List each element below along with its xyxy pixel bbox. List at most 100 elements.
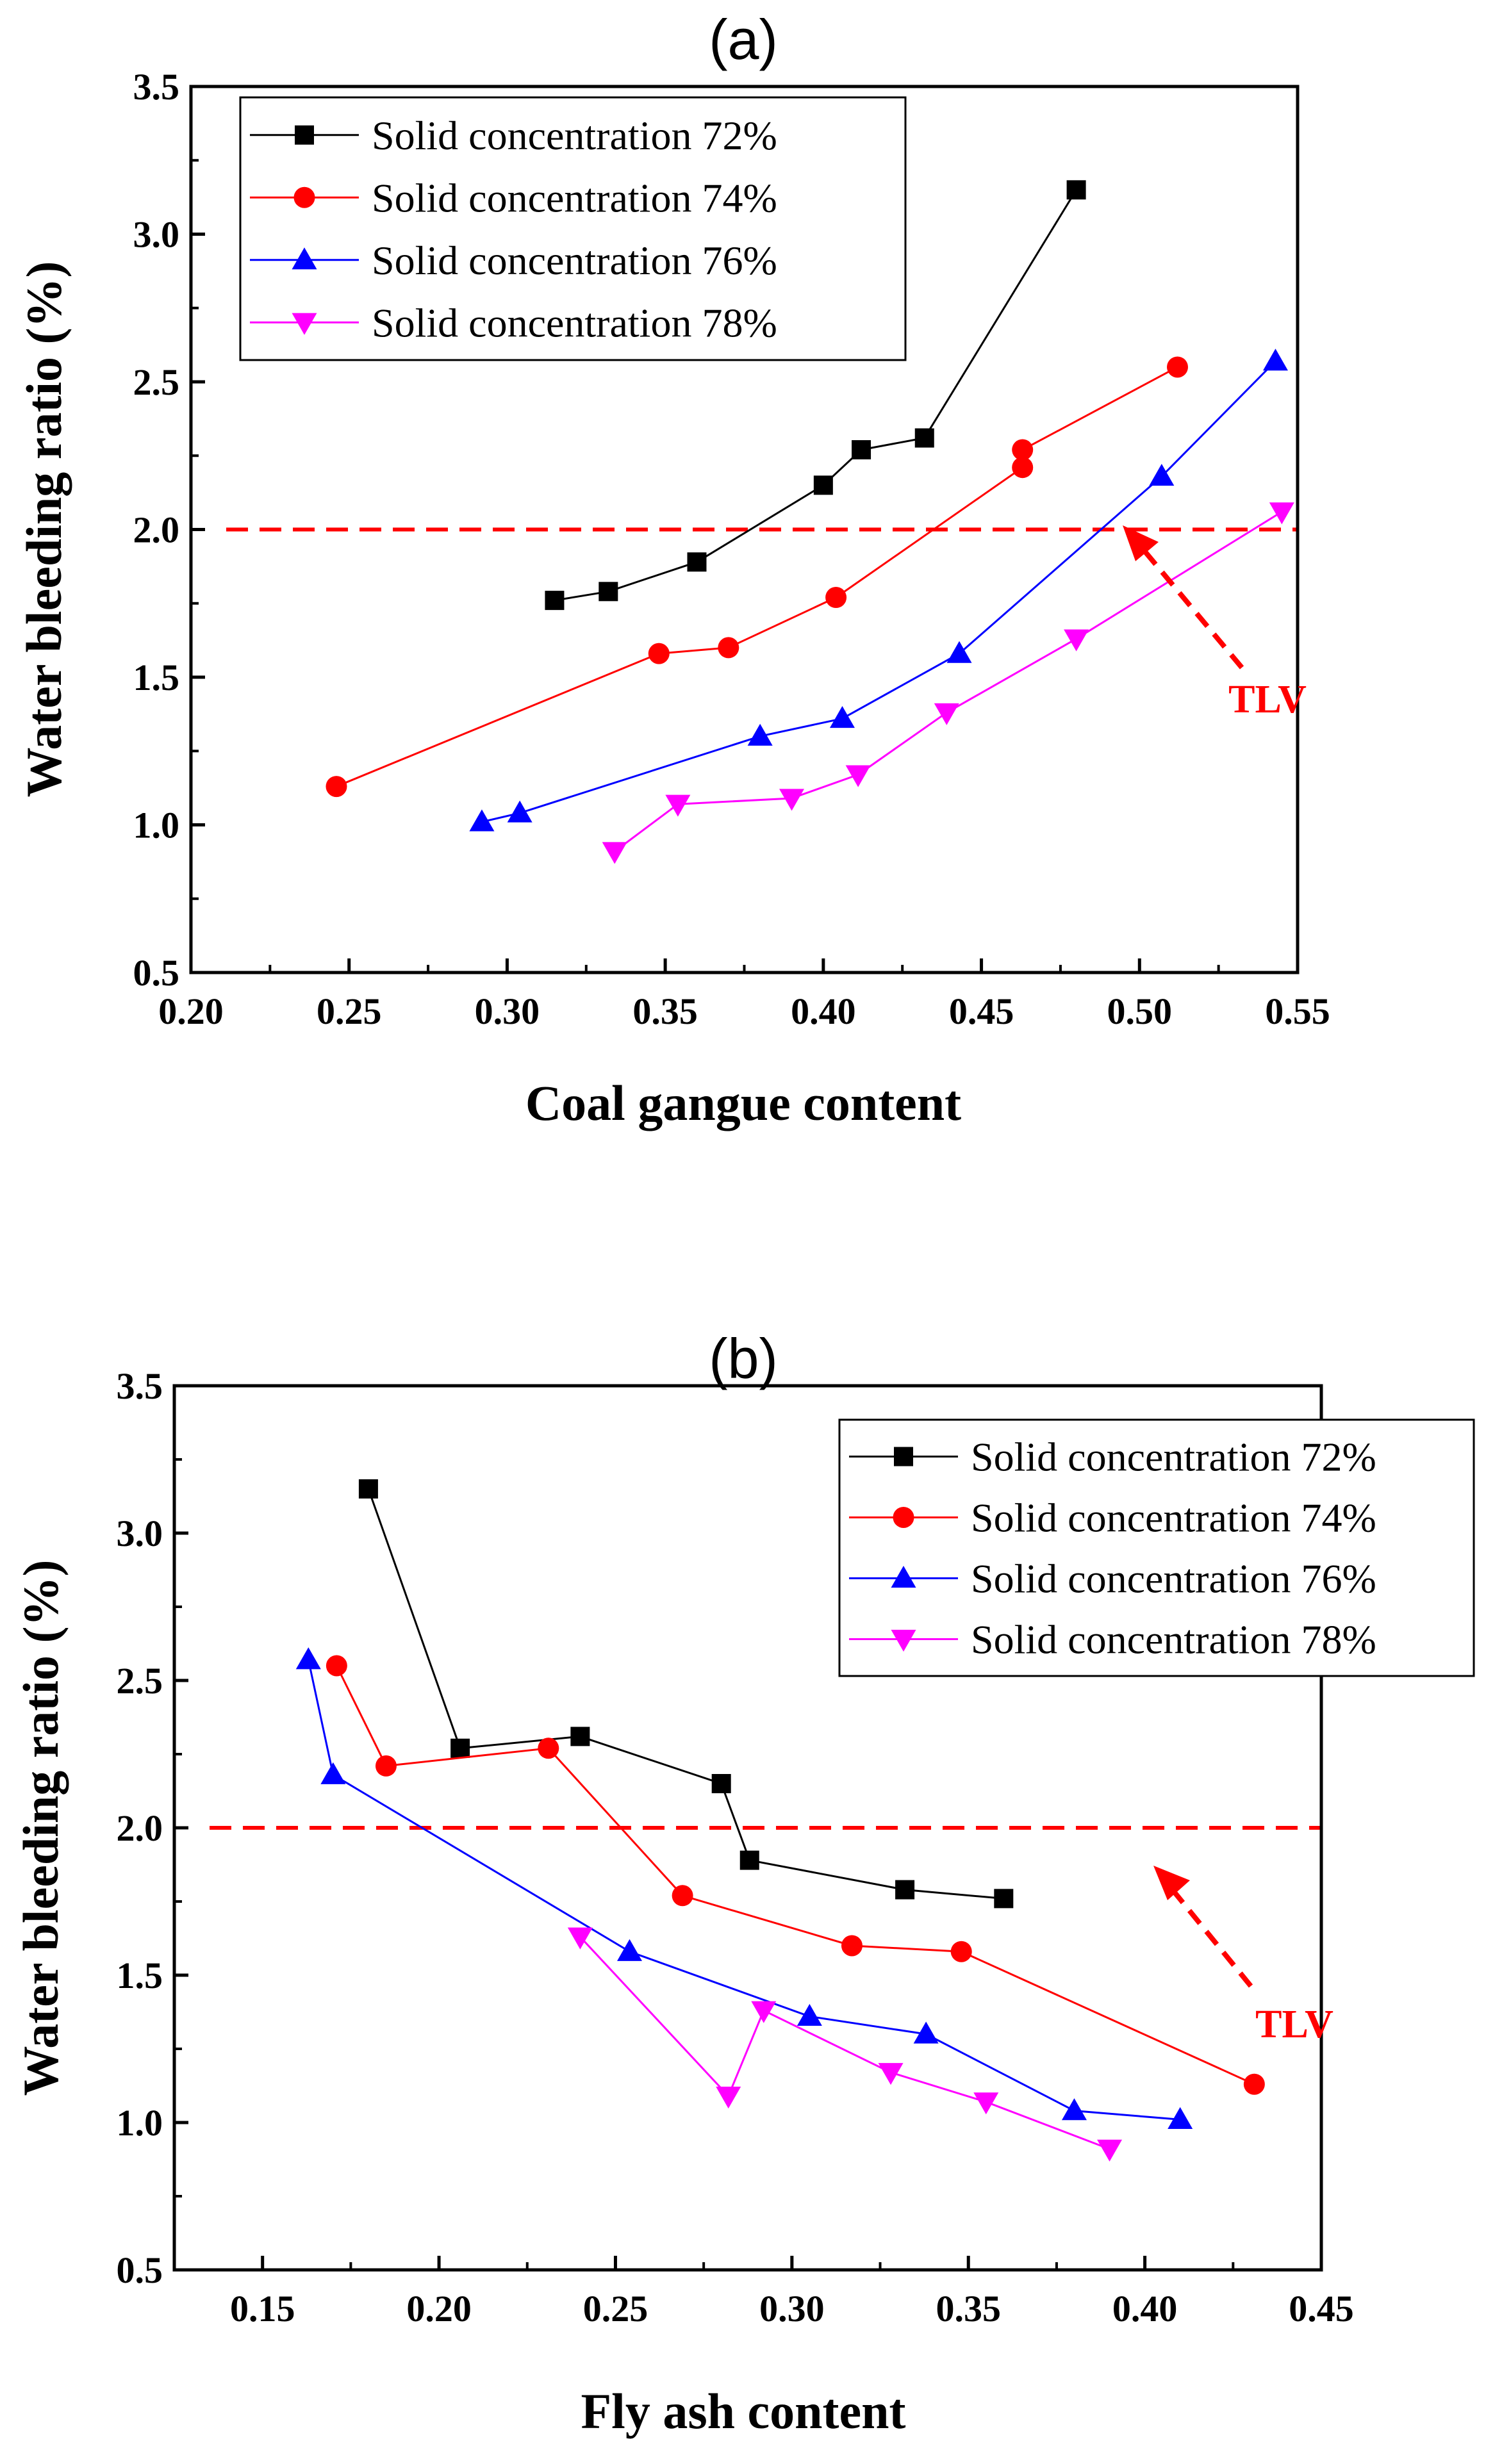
data-point <box>320 1762 346 1784</box>
data-point <box>469 809 495 832</box>
legend-label: Solid concentration 72% <box>971 1434 1376 1480</box>
data-point <box>1061 2098 1087 2121</box>
x-tick-label: 0.25 <box>317 990 382 1032</box>
x-axis-title-a: Coal gangue content <box>525 1075 961 1131</box>
data-point <box>739 1850 759 1870</box>
y-tick-label: 3.5 <box>117 1365 163 1407</box>
legend-marker <box>891 1566 916 1588</box>
y-tick-label: 1.0 <box>117 2102 163 2144</box>
data-point <box>718 637 739 659</box>
y-tick-label: 2.5 <box>117 1660 163 1702</box>
plot-b-frame <box>172 1384 1323 2272</box>
y-tick-label: 0.5 <box>117 2249 163 2291</box>
series-line <box>579 1936 1110 2150</box>
x-tick-label: 0.40 <box>791 990 856 1032</box>
tlv-arrow-a <box>1123 525 1244 669</box>
data-point <box>1166 356 1188 378</box>
legend-label: Solid concentration 74% <box>372 175 777 220</box>
data-point <box>1269 502 1294 525</box>
data-point <box>994 1889 1014 1909</box>
x-tick-label: 0.35 <box>632 990 698 1032</box>
data-point <box>687 552 707 572</box>
data-point <box>507 800 532 823</box>
tlv-label-a: TLV <box>1228 678 1307 721</box>
data-point <box>375 1755 397 1777</box>
legend-marker <box>292 247 317 270</box>
data-point <box>648 643 670 664</box>
series-line <box>336 366 1178 787</box>
legend-frame <box>239 96 907 361</box>
y-axis-title-a: Water bleeding ratio (%) <box>16 261 72 798</box>
data-point <box>358 1479 378 1499</box>
legend-b: Solid concentration 72% Solid concentrati… <box>838 1418 1475 1677</box>
plot-a: 0.5 1.0 1.5 2.0 2.5 3.0 3.5 0.20 0.25 0.30 0.35 0.4… <box>133 66 1330 1032</box>
legend-label: Solid concentration 74% <box>971 1495 1376 1541</box>
data-point <box>751 2001 777 2023</box>
y-tick-label: 0.5 <box>133 952 180 994</box>
data-point <box>326 776 347 798</box>
data-point <box>326 1655 347 1677</box>
x-tick-label: 0.25 <box>583 2288 648 2329</box>
x-tick-label: 0.45 <box>1289 2288 1354 2329</box>
legend-label: Solid concentration 78% <box>372 300 777 345</box>
panel-b-label: (b) <box>709 1327 778 1390</box>
data-point <box>665 794 691 817</box>
data-point <box>1066 180 1086 200</box>
tlv-arrow-b <box>1153 1866 1253 1988</box>
data-point <box>934 703 959 725</box>
data-point <box>1012 457 1034 479</box>
data-point <box>1243 2073 1265 2095</box>
data-point <box>570 1727 590 1746</box>
data-point <box>1262 349 1288 371</box>
data-point <box>1064 629 1089 652</box>
legend-label: Solid concentration 76% <box>372 238 777 283</box>
data-point <box>295 1647 321 1670</box>
y-tick-label: 2.0 <box>117 1807 163 1849</box>
series-line <box>307 1659 1180 2121</box>
x-tick-label: 0.40 <box>1112 2288 1178 2329</box>
x-axis-title-b: Fly ash content <box>581 2383 906 2439</box>
data-point <box>878 2063 904 2085</box>
series-line <box>336 1665 1255 2085</box>
y-axis-title-b: Water bleeding ratio (%) <box>13 1560 69 2096</box>
plot-a-frame <box>189 85 1300 974</box>
data-point <box>841 1935 863 1957</box>
y-tick-label: 2.0 <box>133 509 180 551</box>
data-point <box>825 587 847 609</box>
x-tick-label: 0.30 <box>759 2288 825 2329</box>
data-point <box>829 706 855 728</box>
y-tick-label: 2.5 <box>133 361 180 403</box>
data-point <box>914 428 934 448</box>
x-tick-label: 0.20 <box>158 990 224 1032</box>
data-point <box>1149 464 1175 486</box>
legend-marker <box>295 125 314 145</box>
y-tick-label: 3.0 <box>117 1513 163 1554</box>
data-point <box>672 1885 693 1907</box>
y-tick-label: 1.5 <box>117 1955 163 1996</box>
data-point <box>950 1941 972 1962</box>
legend-label: Solid concentration 76% <box>971 1556 1376 1602</box>
data-point <box>813 475 833 495</box>
data-point <box>747 723 773 746</box>
x-tick-label: 0.30 <box>475 990 540 1032</box>
x-tick-label: 0.50 <box>1107 990 1173 1032</box>
panel-a: (a) 0.5 1.0 1.5 2.0 2.5 3.0 3.5 0.20 0.25 0.30 0.3… <box>16 8 1330 1131</box>
data-point <box>895 1880 915 1900</box>
series-line <box>614 511 1283 853</box>
data-point <box>716 2086 741 2109</box>
x-tick-label: 0.55 <box>1265 990 1330 1032</box>
data-point <box>1097 2139 1123 2162</box>
legend-marker <box>891 1629 916 1652</box>
data-point <box>450 1738 470 1758</box>
x-tick-label: 0.35 <box>936 2288 1001 2329</box>
legend-label: Solid concentration 72% <box>372 113 777 158</box>
y-tick-label: 3.5 <box>133 66 180 108</box>
legend-frame <box>838 1418 1475 1677</box>
y-tick-label: 1.0 <box>133 805 180 846</box>
data-point <box>973 2092 999 2115</box>
tlv-label-b: TLV <box>1255 2003 1333 2046</box>
data-point <box>545 591 565 611</box>
data-point <box>1012 439 1034 461</box>
x-tick-label: 0.45 <box>949 990 1014 1032</box>
